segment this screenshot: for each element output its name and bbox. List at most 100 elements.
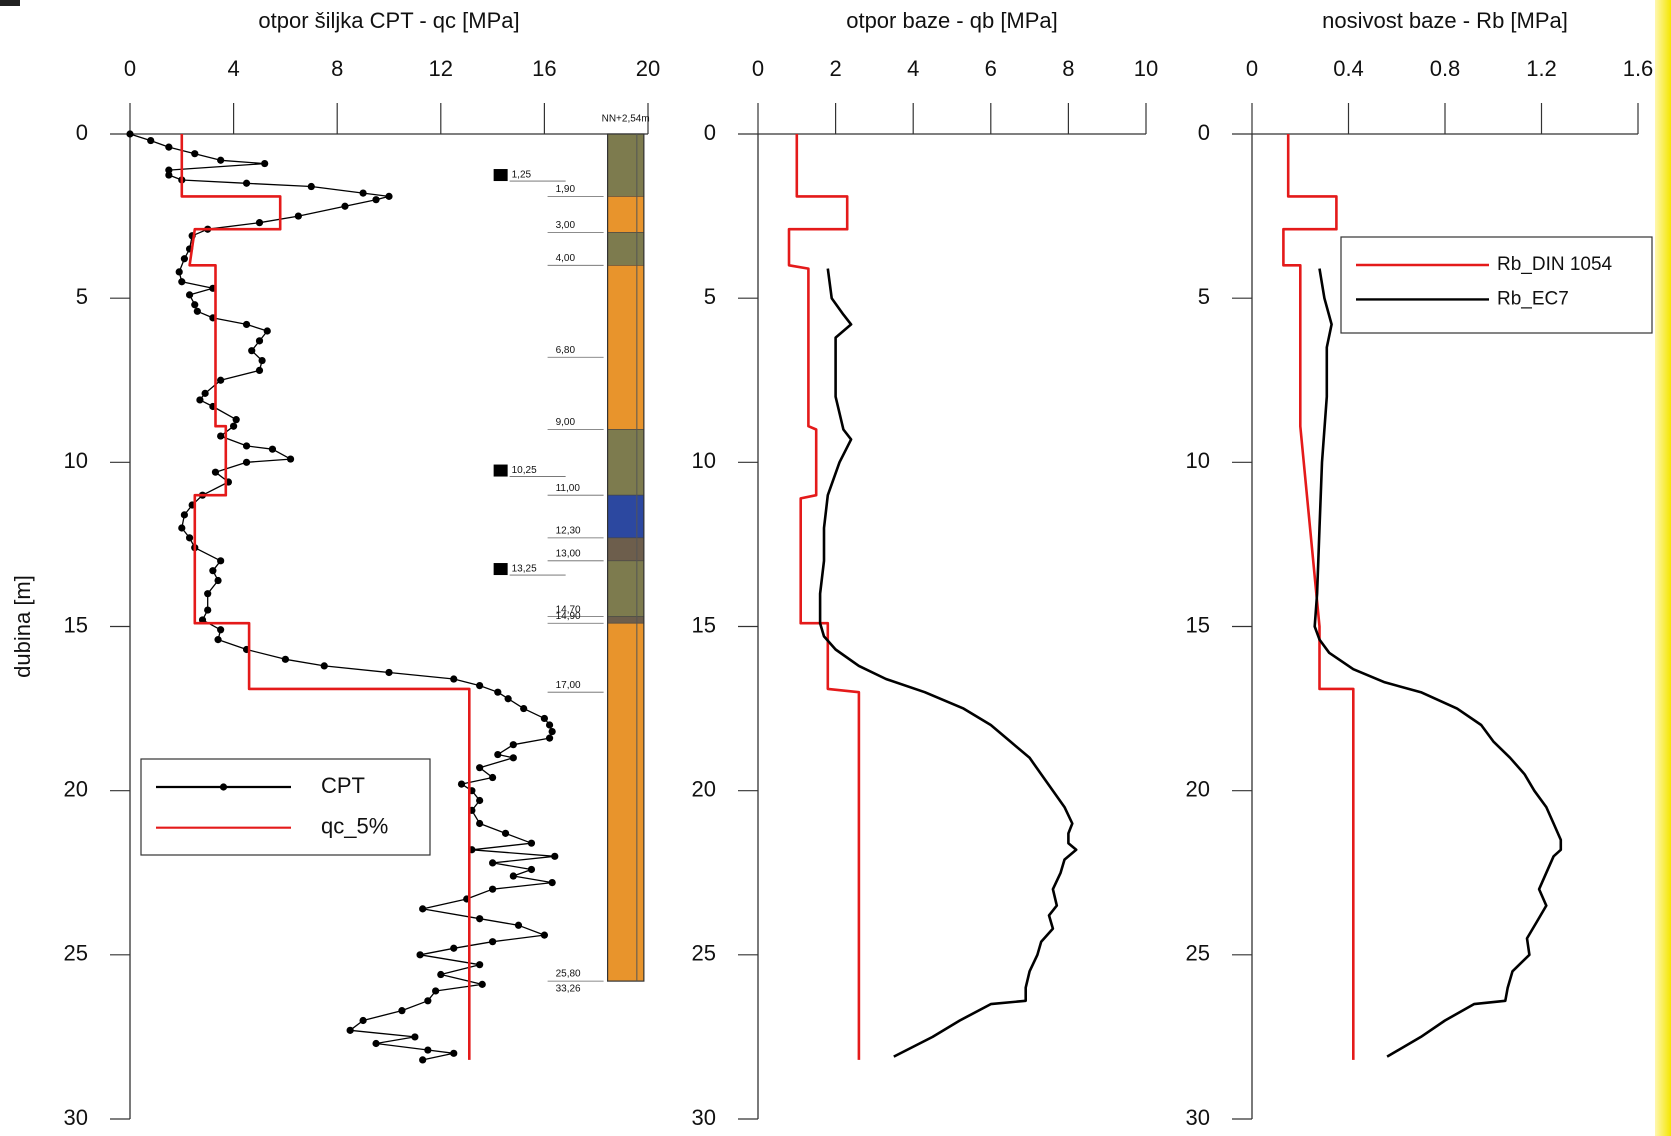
y-tick-label: 15 xyxy=(64,612,88,637)
legend-label: Rb_DIN 1054 xyxy=(1497,254,1613,275)
data-point xyxy=(193,307,201,315)
soil-layer xyxy=(607,616,645,624)
sample-marker xyxy=(493,464,508,477)
data-point xyxy=(419,905,427,913)
data-point xyxy=(230,422,238,430)
x-tick-label: 0.4 xyxy=(1333,56,1364,81)
data-point xyxy=(255,366,264,374)
data-point xyxy=(242,458,251,466)
data-point xyxy=(180,511,188,519)
y-axis-label: dubina [m] xyxy=(10,575,35,678)
data-point xyxy=(548,879,556,887)
y-tick-label: 0 xyxy=(1198,120,1210,145)
x-tick-label: 6 xyxy=(985,56,997,81)
data-point xyxy=(545,734,554,742)
data-point xyxy=(398,1007,406,1015)
depth-label: 3,00 xyxy=(556,220,576,231)
x-tick-label: 20 xyxy=(636,56,660,81)
y-tick-label: 15 xyxy=(1186,612,1210,637)
depth-label: 14,70 xyxy=(556,604,581,615)
series-line xyxy=(1282,134,1355,1060)
x-tick-label: 0 xyxy=(124,56,136,81)
data-point xyxy=(424,997,432,1005)
x-tick-label: 8 xyxy=(331,56,343,81)
data-point xyxy=(242,442,251,450)
data-point xyxy=(191,150,199,158)
data-point xyxy=(263,327,271,335)
data-point xyxy=(294,212,302,220)
data-point xyxy=(204,606,212,614)
data-point xyxy=(476,682,484,690)
data-point xyxy=(217,156,225,164)
sample-label: 10,25 xyxy=(512,465,537,476)
data-point xyxy=(217,626,225,634)
y-tick-label: 5 xyxy=(1198,284,1210,309)
data-point xyxy=(185,291,194,299)
data-point xyxy=(509,741,517,749)
depth-label: 17,00 xyxy=(556,680,581,691)
x-tick-label: 1.6 xyxy=(1623,56,1654,81)
column-note: 33,26 xyxy=(556,984,581,995)
data-point xyxy=(494,750,502,759)
data-point xyxy=(307,182,315,191)
soil-layer xyxy=(607,232,645,266)
series-line xyxy=(1313,268,1563,1058)
data-point xyxy=(217,557,225,565)
data-point xyxy=(198,616,207,624)
data-point xyxy=(504,695,512,703)
data-point xyxy=(540,714,549,723)
data-point xyxy=(545,721,554,729)
data-point xyxy=(450,1049,458,1057)
x-tick-label: 16 xyxy=(532,56,556,81)
series-line xyxy=(818,268,1078,1058)
depth-label: 6,80 xyxy=(556,345,576,356)
soil-layer xyxy=(607,622,645,982)
x-tick-label: 0.8 xyxy=(1430,56,1461,81)
data-point xyxy=(281,655,289,663)
data-point xyxy=(242,179,251,187)
data-point xyxy=(165,143,173,151)
data-point xyxy=(255,337,264,345)
data-point xyxy=(214,636,222,644)
data-point xyxy=(476,819,484,828)
soil-layer xyxy=(607,265,645,430)
data-point xyxy=(214,576,222,585)
data-point xyxy=(540,931,549,939)
data-point xyxy=(204,590,212,598)
data-point xyxy=(217,376,225,384)
data-point xyxy=(268,445,277,453)
soil-layer xyxy=(607,560,645,617)
x-tick-label: 8 xyxy=(1062,56,1074,81)
chart-title: nosivost baze - Rb [MPa] xyxy=(1322,8,1568,33)
depth-label: 12,30 xyxy=(556,525,581,536)
soil-layer xyxy=(607,537,645,562)
data-point xyxy=(476,961,484,969)
data-point xyxy=(424,1046,432,1054)
data-point xyxy=(385,668,393,677)
data-point xyxy=(372,196,380,204)
depth-label: 14,90 xyxy=(556,611,581,622)
data-point xyxy=(527,839,536,847)
y-tick-label: 25 xyxy=(692,941,716,966)
y-tick-label: 15 xyxy=(692,612,716,637)
y-tick-label: 30 xyxy=(64,1105,88,1130)
series-line xyxy=(787,134,861,1060)
data-point xyxy=(359,1016,367,1025)
data-point xyxy=(165,171,173,179)
data-point xyxy=(178,524,186,532)
x-tick-label: 12 xyxy=(429,56,453,81)
x-tick-label: 1.2 xyxy=(1526,56,1557,81)
y-tick-label: 30 xyxy=(1186,1105,1210,1130)
data-point xyxy=(476,915,484,923)
data-point xyxy=(457,780,466,788)
y-tick-label: 25 xyxy=(64,941,88,966)
x-tick-label: 0 xyxy=(752,56,764,81)
data-point xyxy=(258,356,266,365)
data-point xyxy=(211,468,220,476)
data-point xyxy=(520,704,528,713)
data-point xyxy=(185,534,194,542)
data-point xyxy=(346,1026,354,1034)
y-tick-label: 20 xyxy=(64,776,88,801)
y-tick-label: 5 xyxy=(704,284,716,309)
data-point xyxy=(478,980,486,988)
